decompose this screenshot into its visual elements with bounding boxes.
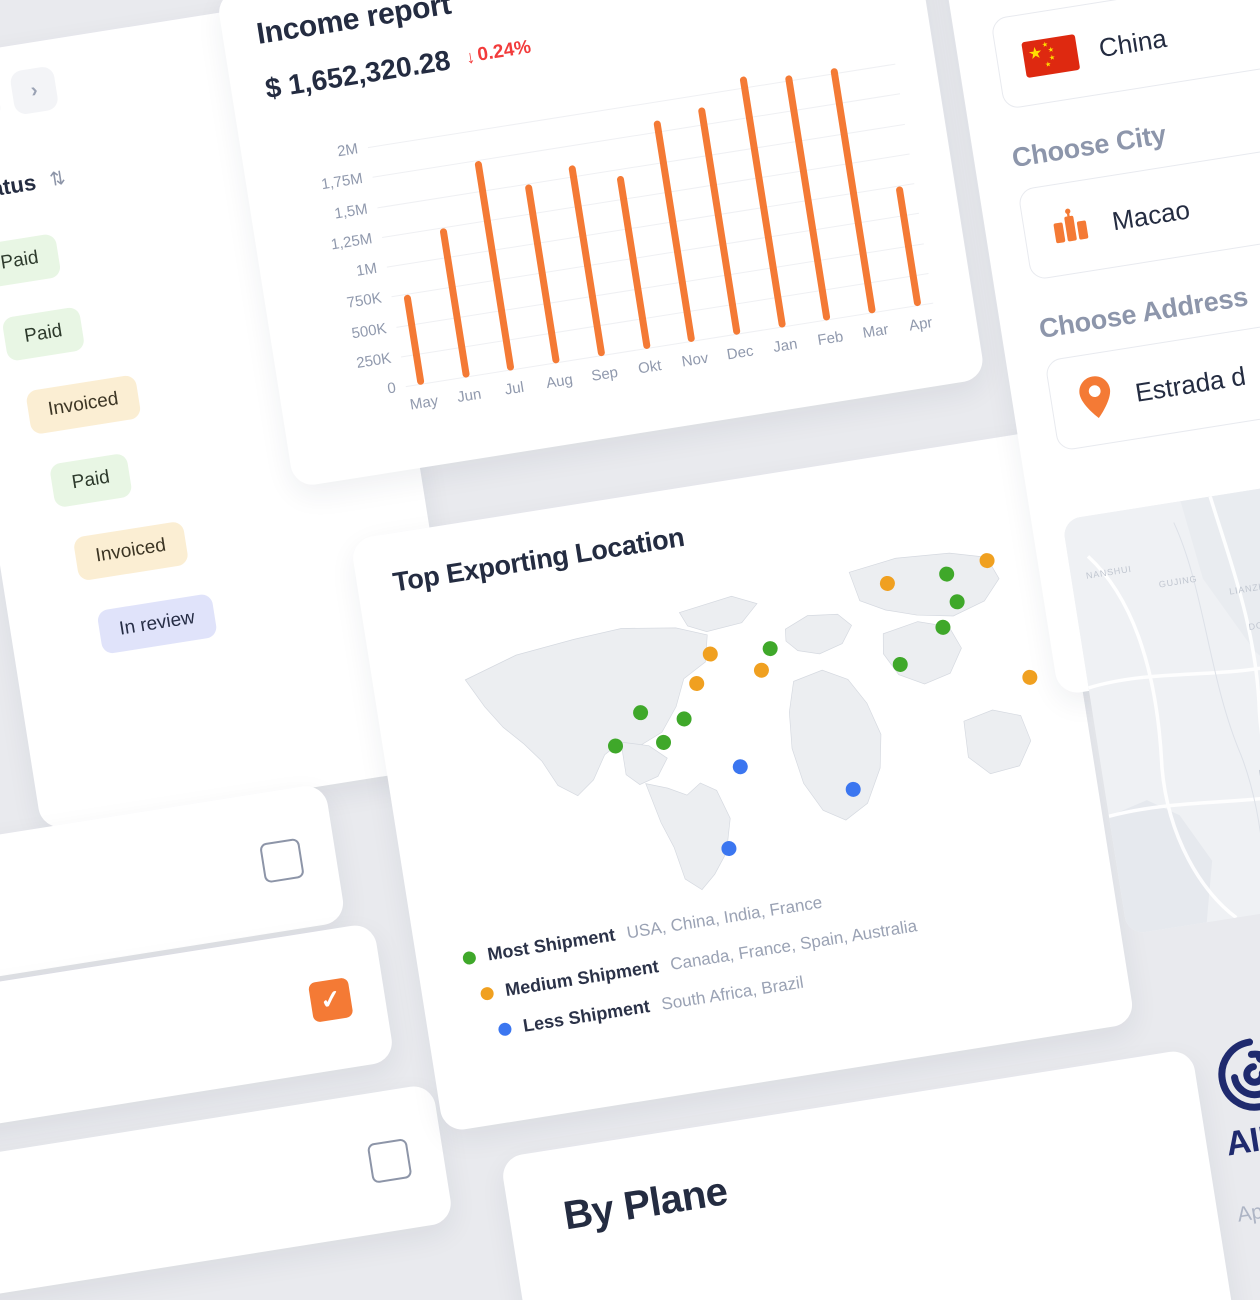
legend-dot-orange-icon xyxy=(479,986,495,1002)
chart-y-tick-label: 1,5M xyxy=(333,200,369,223)
mini-map-card[interactable]: BANFU GUJING LIANZHOU BAIJIAO DOUMEN PIN… xyxy=(1062,473,1260,935)
chart-bars: May Jun Jul Aug Sep Okt Nov Dec Jan Feb Mar Apr xyxy=(364,41,934,414)
map-label: HUA TIE xyxy=(1258,762,1260,778)
chart-bar-column[interactable]: Nov xyxy=(647,79,709,371)
chart-bar-column[interactable]: Jul xyxy=(466,107,525,399)
income-delta: ↓ 0.24% xyxy=(464,37,533,69)
chart-y-tick-label: 2M xyxy=(336,140,360,161)
chart-x-tick-label: May xyxy=(408,392,440,414)
sort-icon[interactable]: ⇅ xyxy=(48,167,68,191)
chart-y-tick-label: 1,25M xyxy=(329,230,374,254)
checkbox-checked-icon[interactable] xyxy=(307,977,354,1023)
field-group-address: Choose Address Estrada d xyxy=(1037,245,1260,452)
city-select[interactable]: Macao xyxy=(1017,120,1260,281)
mini-map-tiles: BANFU GUJING LIANZHOU BAIJIAO DOUMEN PIN… xyxy=(1062,473,1260,935)
address-select[interactable]: Estrada d xyxy=(1044,291,1260,452)
chart-x-tick-label: Jun xyxy=(455,385,483,407)
city-buildings-icon xyxy=(1048,203,1095,254)
legend-dot-green-icon xyxy=(461,950,477,966)
country-select[interactable]: ★ ★ ★ ★ ★ China xyxy=(990,0,1260,110)
chart-x-tick-label: Feb xyxy=(816,328,845,350)
option-row-card[interactable]: acked xyxy=(0,1083,454,1300)
world-map-outline xyxy=(464,552,1032,891)
prev-page-button[interactable]: ‹ xyxy=(0,74,3,125)
location-pin-icon xyxy=(1075,373,1118,425)
shipment-form-card: Choose Counrtry ★ ★ ★ ★ ★ China Choose C… xyxy=(940,0,1260,696)
income-bar-chart: 0 250K 500K 750K 1M 1,25M 1,5M 1,75M 2M May Jun Ju… xyxy=(273,40,944,435)
chart-bar-column[interactable]: Feb xyxy=(782,57,845,349)
air-china-phoenix-icon xyxy=(1218,1038,1260,1111)
airline-logo: AIR Ap xyxy=(1210,1008,1260,1228)
chart-bar-column[interactable]: Okt xyxy=(602,86,663,377)
chart-x-tick-label: Sep xyxy=(590,363,620,385)
checkbox-unchecked-icon[interactable] xyxy=(259,837,305,884)
chart-bar-column[interactable]: Mar xyxy=(828,50,890,342)
chart-y-tick-label: 0 xyxy=(386,379,398,398)
legend-dot-blue-icon xyxy=(497,1021,513,1037)
world-map xyxy=(417,513,1061,933)
chart-x-tick-label: Dec xyxy=(725,342,755,364)
income-amount: $ 1,652,320.28 xyxy=(263,44,453,105)
chart-bar-column[interactable]: Jun xyxy=(421,114,482,406)
city-value: Macao xyxy=(1109,193,1192,236)
chart-y-tick-label: 250K xyxy=(355,349,393,372)
chart-bar-column[interactable]: Sep xyxy=(557,93,619,385)
chart-bar xyxy=(616,175,651,350)
chart-y-tick-label: 750K xyxy=(345,289,383,313)
chart-x-tick-label: Mar xyxy=(861,321,890,342)
flag-cn-icon: ★ ★ ★ ★ ★ xyxy=(1021,34,1081,79)
income-report-card: Income report $ 1,652,320.28 ↓ 0.24% 0 25… xyxy=(216,0,986,488)
chart-bar xyxy=(439,227,470,379)
legend-countries: South Africa, Brazil xyxy=(660,972,805,1014)
chart-bar xyxy=(403,294,425,386)
legend-label: Medium Shipment xyxy=(503,956,661,1001)
chart-bar xyxy=(895,186,922,307)
address-value: Estrada d xyxy=(1133,360,1248,408)
chart-bar-column[interactable]: May xyxy=(376,121,439,414)
chart-bar xyxy=(474,160,515,371)
legend-label: Most Shipment xyxy=(485,924,617,965)
chart-bar xyxy=(697,107,741,336)
income-delta-value: 0.24% xyxy=(476,36,533,66)
chart-x-tick-label: Aug xyxy=(545,371,575,393)
chart-y-tick-label: 1M xyxy=(354,259,379,280)
column-header-status[interactable]: Status xyxy=(0,169,38,205)
field-group-country: Choose Counrtry ★ ★ ★ ★ ★ China xyxy=(983,0,1260,110)
chart-bar xyxy=(785,74,832,321)
chart-bar-column[interactable]: Aug xyxy=(512,100,574,392)
chart-bar xyxy=(830,67,877,314)
chart-bar xyxy=(568,164,606,357)
top-exporting-location-card: Top Exporting Location xyxy=(350,430,1136,1133)
chart-x-tick-label: Okt xyxy=(636,357,663,378)
chart-x-tick-label: Apr xyxy=(907,314,934,335)
country-value: China xyxy=(1096,22,1169,63)
next-page-button[interactable]: › xyxy=(9,65,60,116)
airline-secondary-text: Ap xyxy=(1235,1199,1260,1227)
chart-bar xyxy=(653,120,696,343)
field-group-city: Choose City Macao xyxy=(1010,74,1260,281)
airline-logo-wrapper: AIR Ap xyxy=(1210,1008,1260,1228)
chart-bar xyxy=(739,76,786,329)
chart-x-tick-label: Nov xyxy=(680,349,710,371)
chart-bar-column[interactable]: Jan xyxy=(737,64,799,356)
chart-bar xyxy=(524,183,561,364)
mini-map-card-wrapper: BANFU GUJING LIANZHOU BAIJIAO DOUMEN PIN… xyxy=(1062,473,1260,935)
chart-x-tick-label: Jul xyxy=(503,378,526,399)
arrow-down-icon: ↓ xyxy=(464,46,477,68)
legend-label: Less Shipment xyxy=(521,995,652,1036)
by-plane-title: By Plane xyxy=(560,1169,731,1239)
chart-bar-column[interactable]: Dec xyxy=(692,71,755,363)
checkbox-unchecked-icon[interactable] xyxy=(366,1138,413,1184)
chart-y-tick-label: 1,75M xyxy=(320,170,365,194)
status-badge: Paid xyxy=(0,233,62,289)
chart-x-tick-label: Jan xyxy=(772,335,799,357)
chart-y-tick-label: 500K xyxy=(350,319,388,342)
chart-bar-column[interactable]: Apr xyxy=(873,43,934,335)
